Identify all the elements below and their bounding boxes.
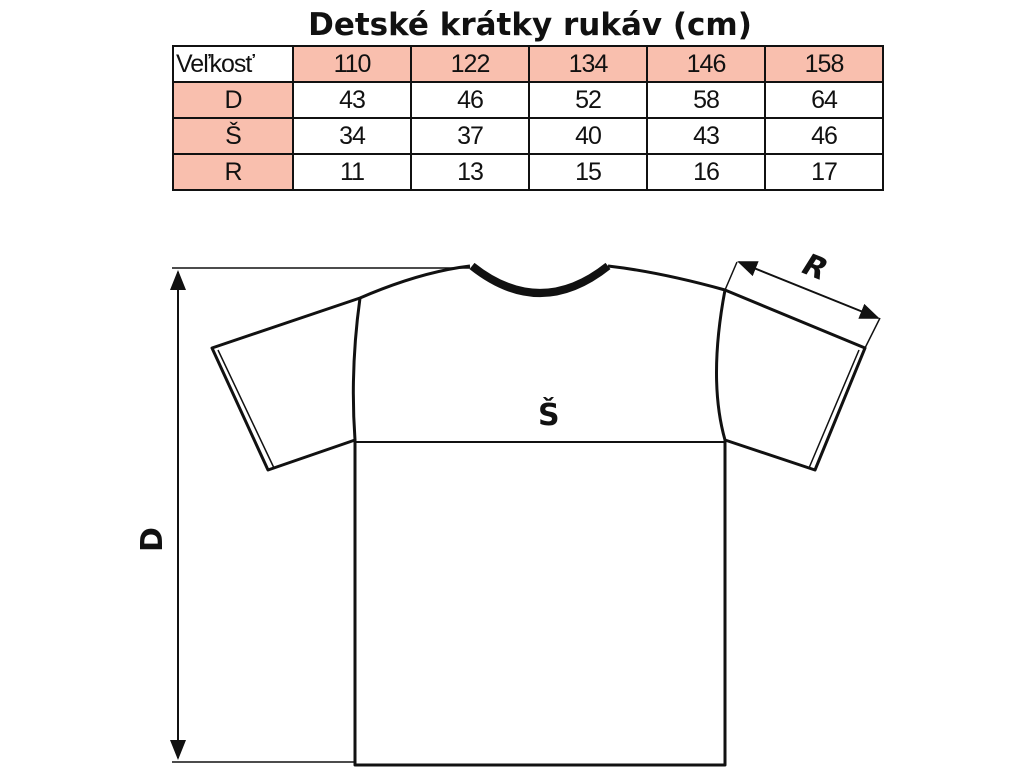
table-header-row: Veľkosť 110 122 134 146 158 bbox=[172, 45, 884, 83]
value-cell: 13 bbox=[410, 153, 530, 191]
table-row: Š 34 37 40 43 46 bbox=[172, 117, 884, 155]
value-cell: 43 bbox=[292, 81, 412, 119]
left-armhole bbox=[351, 297, 362, 441]
length-label: D bbox=[134, 527, 170, 552]
value-cell: 34 bbox=[292, 117, 412, 155]
right-armhole bbox=[715, 289, 727, 441]
chart-title: Detské krátky rukáv (cm) bbox=[308, 7, 752, 43]
value-cell: 17 bbox=[764, 153, 884, 191]
table-row: D 43 46 52 58 64 bbox=[172, 81, 884, 119]
value-cell: 46 bbox=[764, 117, 884, 155]
value-cell: 58 bbox=[646, 81, 766, 119]
row-label: R bbox=[172, 153, 294, 191]
size-cell: 146 bbox=[646, 45, 766, 83]
value-cell: 15 bbox=[528, 153, 648, 191]
header-label: Veľkosť bbox=[172, 45, 294, 83]
value-cell: 64 bbox=[764, 81, 884, 119]
right-sleeve-hem bbox=[808, 349, 860, 469]
shirt-body-outline bbox=[210, 264, 867, 767]
size-cell: 134 bbox=[528, 45, 648, 83]
left-sleeve-hem bbox=[217, 349, 275, 469]
size-cell: 158 bbox=[764, 45, 884, 83]
value-cell: 43 bbox=[646, 117, 766, 155]
size-cell: 122 bbox=[410, 45, 530, 83]
value-cell: 11 bbox=[292, 153, 412, 191]
collar bbox=[469, 262, 611, 297]
size-cell: 110 bbox=[292, 45, 412, 83]
value-cell: 46 bbox=[410, 81, 530, 119]
sleeve-guide-right bbox=[864, 317, 881, 349]
width-label: Š bbox=[538, 398, 560, 433]
row-label: Š bbox=[172, 117, 294, 155]
row-label: D bbox=[172, 81, 294, 119]
value-cell: 16 bbox=[646, 153, 766, 191]
sleeve-arrow bbox=[737, 261, 880, 319]
value-cell: 52 bbox=[528, 81, 648, 119]
value-cell: 37 bbox=[410, 117, 530, 155]
sleeve-guide-left bbox=[724, 261, 738, 291]
size-table: Veľkosť 110 122 134 146 158 D 43 46 52 5… bbox=[172, 45, 884, 191]
value-cell: 40 bbox=[528, 117, 648, 155]
table-row: R 11 13 15 16 17 bbox=[172, 153, 884, 191]
